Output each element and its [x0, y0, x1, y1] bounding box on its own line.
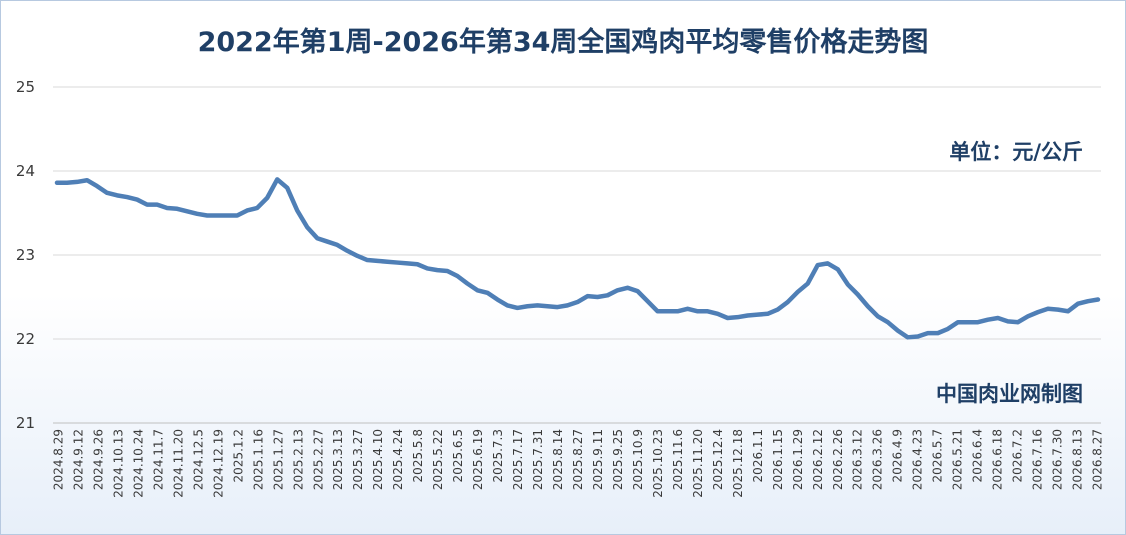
x-tick-label: 2025.1.16 — [251, 429, 265, 490]
x-tick-label: 2025.5.8 — [411, 429, 425, 482]
y-tick-label: 23 — [16, 246, 35, 264]
x-tick-label: 2025.12.4 — [711, 429, 725, 490]
gridlines — [53, 86, 1101, 424]
x-tick-label: 2026.3.12 — [851, 429, 865, 490]
x-tick-label: 2025.5.22 — [431, 429, 445, 490]
unit-label: 单位：元/公斤 — [949, 140, 1083, 164]
x-tick-label: 2024.11.20 — [171, 429, 185, 498]
source-label: 中国肉业网制图 — [936, 382, 1083, 406]
x-tick-label: 2026.1.29 — [791, 429, 805, 490]
x-tick-label: 2024.12.5 — [191, 429, 205, 490]
x-tick-label: 2026.2.26 — [831, 429, 845, 490]
x-tick-label: 2025.7.17 — [511, 429, 525, 490]
x-tick-label: 2025.7.31 — [531, 429, 545, 490]
x-tick-label: 2025.6.19 — [471, 429, 485, 490]
x-tick-label: 2025.10.9 — [631, 429, 645, 490]
x-tick-label: 2026.8.13 — [1071, 429, 1085, 490]
x-tick-label: 2026.1.15 — [771, 429, 785, 490]
x-tick-label: 2026.4.9 — [891, 429, 905, 482]
x-tick-label: 2024.8.29 — [52, 429, 66, 490]
x-tick-label: 2026.7.2 — [1011, 429, 1025, 482]
x-tick-label: 2025.11.20 — [691, 429, 705, 498]
x-tick-label: 2025.10.23 — [651, 429, 665, 498]
x-tick-label: 2026.4.23 — [911, 429, 925, 490]
x-tick-label: 2024.9.26 — [91, 429, 105, 490]
y-tick-label: 24 — [16, 162, 35, 180]
x-tick-label: 2024.10.24 — [131, 429, 145, 498]
x-tick-label: 2026.7.30 — [1051, 429, 1065, 490]
x-tick-label: 2024.9.12 — [71, 429, 85, 490]
x-tick-label: 2025.3.13 — [331, 429, 345, 490]
y-tick-label: 21 — [16, 414, 35, 432]
x-tick-label: 2025.7.3 — [491, 429, 505, 482]
x-tick-label: 2025.4.10 — [371, 429, 385, 490]
x-tick-label: 2026.8.27 — [1091, 429, 1105, 490]
x-tick-label: 2024.10.13 — [111, 429, 125, 498]
x-tick-label: 2025.2.13 — [291, 429, 305, 490]
x-tick-label: 2026.1.1 — [751, 429, 765, 482]
x-tick-label: 2026.5.21 — [951, 429, 965, 490]
x-tick-label: 2025.6.5 — [451, 429, 465, 482]
x-tick-label: 2025.12.18 — [731, 429, 745, 498]
x-tick-label: 2025.11.6 — [671, 429, 685, 490]
x-tick-label: 2026.6.18 — [991, 429, 1005, 490]
x-tick-label: 2026.3.26 — [871, 429, 885, 490]
x-tick-label: 2024.12.19 — [211, 429, 225, 498]
y-tick-label: 22 — [16, 330, 35, 348]
x-tick-label: 2026.5.7 — [931, 429, 945, 482]
x-tick-label: 2025.4.24 — [391, 429, 405, 490]
x-tick-label: 2025.3.27 — [351, 429, 365, 490]
x-tick-label: 2025.9.25 — [611, 429, 625, 490]
x-tick-label: 2026.7.16 — [1031, 429, 1045, 490]
x-axis-ticks: 2024.8.29 2024.9.12 2024.9.26 2024.10.13 202… — [52, 429, 1105, 498]
x-tick-label: 2024.11.7 — [151, 429, 165, 490]
price-series-line — [54, 177, 1101, 340]
y-tick-label: 25 — [16, 78, 35, 96]
x-tick-label: 2025.1.2 — [231, 429, 245, 482]
x-tick-label: 2026.2.12 — [811, 429, 825, 490]
x-tick-label: 2025.2.27 — [311, 429, 325, 490]
chart-title: 2022年第1周-2026年第34周全国鸡肉平均零售价格走势图 — [198, 26, 929, 58]
y-axis-ticks: 25 24 23 22 21 — [16, 78, 35, 432]
series-layer — [54, 177, 1101, 340]
x-tick-label: 2025.9.11 — [591, 429, 605, 490]
x-tick-label: 2025.1.27 — [271, 429, 285, 490]
x-tick-label: 2025.8.14 — [551, 429, 565, 490]
x-tick-label: 2025.8.27 — [571, 429, 585, 490]
x-tick-label: 2026.6.4 — [971, 429, 985, 482]
